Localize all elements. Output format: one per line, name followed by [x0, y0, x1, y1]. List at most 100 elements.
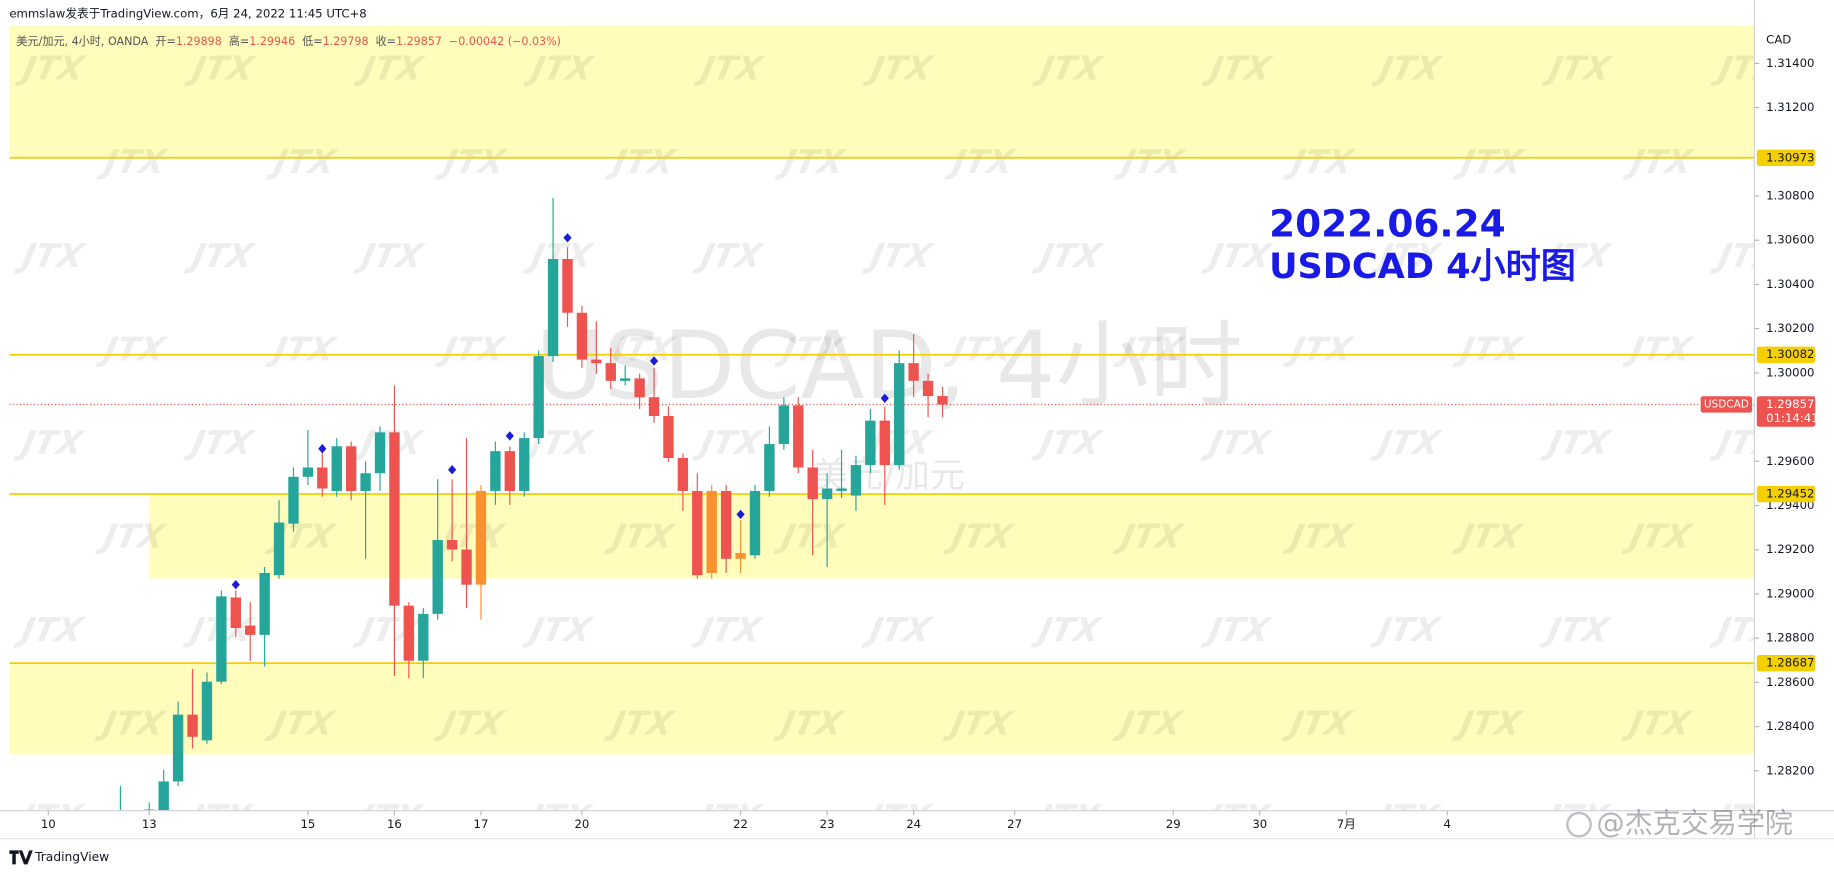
ohlc-value: 1.29946	[249, 35, 295, 48]
candle-body	[850, 465, 862, 496]
watermark-tile: JTX	[263, 704, 338, 743]
level-label: 1.28687	[1766, 656, 1814, 670]
y-tick-label: 1.29000	[1766, 586, 1814, 600]
levels	[9, 156, 1755, 665]
level-label-bg	[1756, 149, 1816, 166]
candle-body	[749, 490, 761, 556]
y-tick-label: 1.30600	[1766, 233, 1814, 247]
annotation-date: 2022.06.24	[1269, 201, 1506, 245]
footer-brand: TradingView	[34, 850, 109, 864]
watermark-tile: JTX	[434, 330, 509, 369]
candle-body	[720, 490, 732, 559]
ohlc-value: 1.29857	[396, 35, 442, 48]
watermark-tile: JTX	[691, 423, 766, 462]
candle-body	[172, 714, 184, 782]
candle-body	[158, 781, 169, 811]
candle-body	[519, 438, 530, 491]
watermark-tile: JTX	[1621, 517, 1696, 556]
candle-body	[432, 540, 443, 614]
watermark-tile: JTX	[434, 143, 509, 182]
watermark-tile: JTX	[433, 517, 508, 556]
candle-body	[331, 446, 342, 491]
currency: CAD	[1766, 32, 1791, 46]
watermark-tile: JTX	[1031, 236, 1106, 275]
watermark-tile: JTX	[522, 236, 597, 275]
watermark-tile: JTX	[520, 798, 595, 837]
watermark-tile: JTX	[1370, 236, 1445, 275]
candle-body	[836, 488, 847, 491]
zone	[9, 25, 1755, 158]
watermark-tile: JTX	[1031, 49, 1106, 88]
level-label: 1.30082	[1766, 347, 1814, 361]
candle-body	[591, 359, 602, 364]
ohlc-value: 1.29898	[176, 35, 222, 48]
y-tick-label: 1.29200	[1766, 542, 1814, 556]
symbol-line: 美元/加元, 4小时, OANDA	[16, 35, 148, 48]
candle-body	[922, 380, 934, 397]
logo-icon	[9, 850, 33, 865]
candle-body	[446, 540, 458, 550]
watermark-tile: JTX	[351, 610, 426, 649]
candle-body	[663, 415, 674, 458]
watermark-tile: JTX	[1281, 704, 1356, 743]
y-tick-label: 1.28800	[1766, 631, 1814, 645]
signal-marker	[563, 233, 572, 243]
watermark-tile: JTX	[691, 610, 766, 649]
watermark-tile: JTX	[861, 236, 936, 275]
corner-icon	[1566, 811, 1592, 838]
last-price: 1.29857	[1766, 397, 1814, 411]
watermark-tile: JTX	[772, 704, 847, 743]
watermark-tile: JTX	[94, 517, 169, 556]
watermark-tile: JTX	[433, 704, 508, 743]
candle-body	[230, 597, 241, 629]
watermark-tile: JTX	[1540, 236, 1615, 275]
candles	[119, 198, 948, 811]
watermark-tile: JTX	[1111, 704, 1186, 743]
watermark-tile: JTX	[1030, 610, 1105, 649]
watermark-tile: JTX	[943, 330, 1018, 369]
watermark-tile: JTX	[942, 517, 1017, 556]
level-label-bg	[1756, 485, 1816, 503]
candle-body	[908, 363, 919, 381]
watermark-tile: JTX	[1112, 330, 1187, 369]
symbol-tag-bg	[1700, 396, 1753, 413]
watermark-tile: JTX	[265, 143, 340, 182]
candle-body	[360, 473, 371, 491]
y-tick-label: 1.28600	[1766, 675, 1814, 689]
y-tick-label: 1.30000	[1766, 365, 1814, 379]
watermark-tile: JTX	[604, 143, 679, 182]
candle-body	[894, 363, 905, 466]
watermark-tile: JTX	[1199, 798, 1274, 837]
candle-body	[692, 490, 703, 576]
watermark-tile: JTX	[1029, 798, 1104, 837]
ohlc-label: 开=	[155, 35, 175, 48]
candle-body	[302, 467, 314, 477]
watermark-tile: JTX	[95, 143, 170, 182]
corner-watermark: @杰克交易学院	[1597, 807, 1793, 840]
watermark-tile: JTX	[1539, 610, 1614, 649]
x-tick-label: 4	[1444, 817, 1451, 831]
candle-body	[677, 457, 689, 491]
x-tick-label: 15	[300, 817, 315, 831]
watermark-tile: JTX	[183, 236, 258, 275]
legend-line: 美元/加元, 4小时, OANDA 开=1.29898 高=1.29946 低=1.2…	[16, 34, 561, 48]
candle-body	[461, 549, 472, 585]
candle-body	[490, 451, 501, 491]
zone	[149, 494, 1755, 579]
x-tick-label: 16	[387, 817, 402, 831]
watermark-tile: JTX	[773, 517, 848, 556]
watermark-tile: JTX	[1451, 517, 1526, 556]
watermark-tile: JTX	[14, 49, 89, 88]
watermark-tile: JTX	[692, 49, 767, 88]
watermark-tile: JTX	[1452, 330, 1527, 369]
candle-body	[317, 467, 328, 489]
watermark-tile: JTX	[1282, 330, 1357, 369]
watermark-tile: JTX	[1200, 423, 1275, 462]
candle-body	[937, 396, 948, 405]
x-tick-label: 17	[474, 817, 489, 831]
y-tick-label: 1.31400	[1766, 56, 1814, 70]
x-tick-label: 13	[142, 817, 157, 831]
watermark-tile: JTX	[1452, 143, 1527, 182]
watermark-tile: JTX	[1199, 610, 1274, 649]
